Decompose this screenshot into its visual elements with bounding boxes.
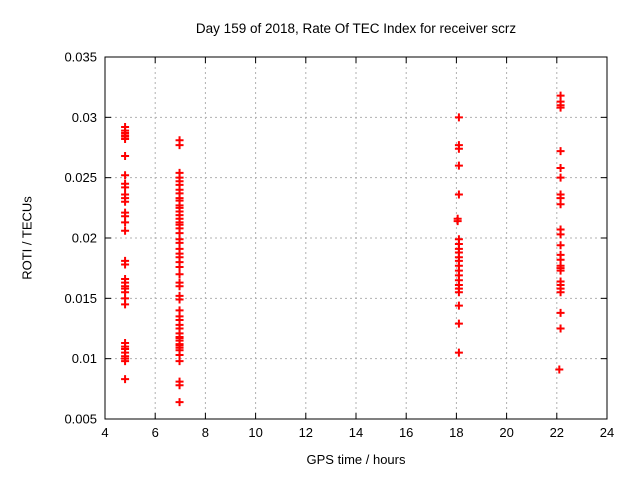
x-tick-label: 6: [152, 425, 159, 440]
data-point-marker: [175, 141, 184, 150]
data-point-marker: [121, 375, 130, 384]
data-point-marker: [454, 113, 463, 122]
data-point-marker: [175, 398, 184, 407]
data-point-marker: [556, 230, 565, 239]
data-point-marker: [556, 324, 565, 333]
y-tick-label: 0.01: [72, 351, 97, 366]
data-point-marker: [556, 288, 565, 297]
x-tick-label: 22: [550, 425, 564, 440]
data-point-marker: [556, 147, 565, 156]
data-point-marker: [121, 218, 130, 227]
data-point-marker: [556, 200, 565, 209]
data-point-marker: [121, 300, 130, 309]
data-point-marker: [454, 319, 463, 328]
data-point-marker: [454, 161, 463, 170]
x-tick-label: 24: [600, 425, 614, 440]
y-tick-label: 0.035: [64, 50, 97, 65]
y-tick-label: 0.02: [72, 231, 97, 246]
data-point-marker: [175, 262, 184, 271]
data-point-marker: [121, 171, 130, 180]
data-point-marker: [175, 295, 184, 304]
data-point-marker: [556, 266, 565, 275]
x-axis-label: GPS time / hours: [306, 452, 406, 467]
x-tick-label: 4: [101, 425, 108, 440]
x-tick-label: 16: [399, 425, 413, 440]
data-point-marker: [556, 164, 565, 173]
data-point-marker: [555, 365, 564, 374]
data-point-marker: [121, 135, 130, 144]
data-point-marker: [454, 301, 463, 310]
y-tick-label: 0.005: [64, 412, 97, 427]
chart-title: Day 159 of 2018, Rate Of TEC Index for r…: [195, 21, 517, 36]
x-tick-label: 18: [449, 425, 463, 440]
data-point-marker: [121, 260, 130, 269]
data-point-marker: [454, 288, 463, 297]
x-tick-label: 14: [349, 425, 363, 440]
y-tick-label: 0.025: [64, 170, 97, 185]
x-tick-label: 8: [202, 425, 209, 440]
data-point-marker: [556, 103, 565, 112]
data-point-marker: [454, 190, 463, 199]
data-point-marker: [121, 226, 130, 235]
data-point-marker: [175, 282, 184, 291]
data-point-marker: [556, 173, 565, 182]
data-point-marker: [453, 217, 462, 226]
data-point-marker: [556, 241, 565, 250]
data-point-marker: [121, 183, 130, 192]
data-point-marker: [454, 144, 463, 153]
x-tick-label: 10: [248, 425, 262, 440]
x-tick-label: 20: [499, 425, 513, 440]
data-point-marker: [556, 308, 565, 317]
data-point-marker: [121, 197, 130, 206]
data-point-marker: [175, 381, 184, 390]
y-tick-label: 0.015: [64, 291, 97, 306]
x-tick-label: 12: [299, 425, 313, 440]
data-point-marker: [175, 357, 184, 366]
data-point-marker: [175, 270, 184, 279]
data-point-marker: [121, 357, 130, 366]
data-point-marker: [121, 151, 130, 160]
y-tick-label: 0.03: [72, 110, 97, 125]
data-point-marker: [454, 348, 463, 357]
